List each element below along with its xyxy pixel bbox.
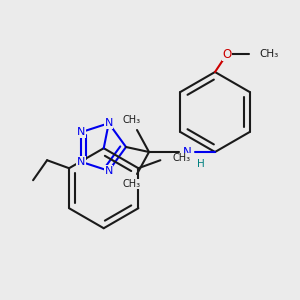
Text: N: N xyxy=(104,166,113,176)
Text: H: H xyxy=(197,159,205,169)
Text: O: O xyxy=(222,47,232,61)
Text: N: N xyxy=(76,157,85,167)
Text: N: N xyxy=(76,127,85,137)
Text: CH₃: CH₃ xyxy=(123,179,141,189)
Text: N: N xyxy=(183,146,191,158)
Text: N: N xyxy=(104,118,113,128)
Text: CH₃: CH₃ xyxy=(259,49,278,59)
Text: CH₃: CH₃ xyxy=(123,115,141,125)
Text: CH₃: CH₃ xyxy=(172,153,190,163)
